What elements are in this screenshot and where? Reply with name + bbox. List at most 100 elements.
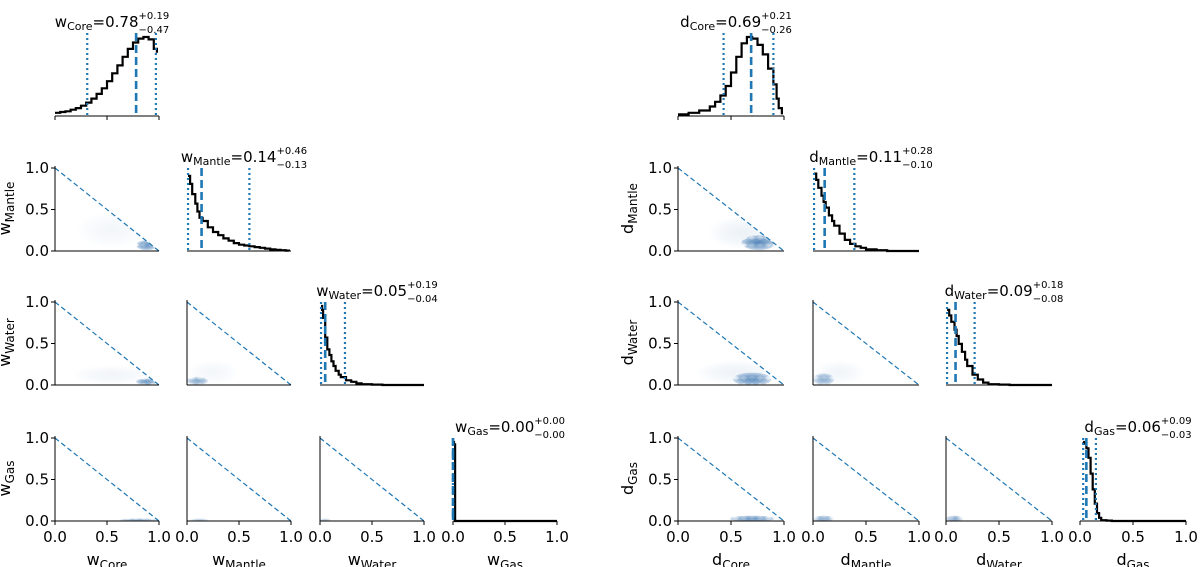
density-group <box>70 365 157 385</box>
title-symbol: w <box>316 282 328 300</box>
x-label-subscript: Mantle <box>851 558 892 567</box>
y-axis-label-w-Gas: wGas <box>0 461 17 497</box>
title-minus: −0.00 <box>534 430 565 441</box>
y-tick-label: 1.0 <box>648 429 672 447</box>
x-tick-label: 1.0 <box>147 528 171 546</box>
cell-w-2-2: wWater=0.05+0.19−0.04 <box>316 280 438 387</box>
title-symbol: d <box>680 13 690 31</box>
title-symbol: d <box>1084 418 1094 436</box>
density-group <box>119 518 157 521</box>
x-axis-label-w-Core: wCore <box>87 550 128 567</box>
y-label-subscript: Water <box>3 318 17 354</box>
y-tick-label: 0.5 <box>25 471 49 489</box>
x-tick-label: 1.0 <box>1174 528 1198 546</box>
hist-title-text: wGas=0.00+0.00 <box>455 416 565 438</box>
x-label-subscript: Water <box>361 558 397 567</box>
density-blob <box>189 518 210 521</box>
y-axis-label-d-Gas: dGas <box>618 462 640 495</box>
y-label-symbol: w <box>0 483 14 496</box>
x-tick-label: 0.5 <box>227 528 251 546</box>
simplex-boundary-line <box>54 437 160 522</box>
title-symbol: w <box>55 13 67 31</box>
y-tick-label: 1.0 <box>25 429 49 447</box>
title-subscript: Mantle <box>819 155 857 168</box>
title-symbol: d <box>809 148 819 166</box>
y-label-symbol: d <box>618 224 637 234</box>
density-hex-overlay <box>946 515 963 521</box>
hist-title-w-Core: wCore=0.78+0.19−0.47 <box>55 11 169 36</box>
title-median: 0.00 <box>501 418 534 436</box>
simplex-boundary-line <box>677 167 785 252</box>
x-tick-label: 0.0 <box>801 528 825 546</box>
x-label-symbol: w <box>87 550 100 567</box>
title-plus: +0.09 <box>1161 416 1192 427</box>
x-label-subscript: Gas <box>500 558 523 567</box>
y-label-subscript: Mantle <box>3 182 17 223</box>
x-tick-label: 1.0 <box>1040 528 1064 546</box>
hist-line-d-Gas <box>1082 440 1186 523</box>
x-axis-label-w-Gas: wGas <box>487 550 523 567</box>
title-median: 0.11 <box>869 148 902 166</box>
y-label-symbol: w <box>0 354 14 367</box>
hist-title-d-Core: dCore=0.69+0.21−0.26 <box>680 11 792 36</box>
x-label-symbol: d <box>712 550 722 567</box>
x-label-symbol: d <box>1116 550 1126 567</box>
title-equals: = <box>93 13 106 31</box>
hist-title-w-Gas: wGas=0.00+0.00−0.00 <box>455 416 565 441</box>
density-hex-overlay <box>728 515 776 521</box>
x-tick-label: 0.0 <box>175 528 199 546</box>
simplex-boundary-line <box>812 301 920 386</box>
title-plus: +0.21 <box>761 11 792 22</box>
x-label-subscript: Mantle <box>225 558 266 567</box>
title-median: 0.14 <box>243 148 276 166</box>
title-plus: +0.19 <box>139 11 170 22</box>
title-minus: −0.03 <box>1161 430 1192 441</box>
hist-title-d-Gas: dGas=0.06+0.09−0.03 <box>1084 416 1191 441</box>
x-tick-label: 0.0 <box>1068 528 1092 546</box>
y-axis-label-d-Mantle: dMantle <box>618 183 640 234</box>
cell-d-1-1: dMantle=0.11+0.28−0.10 <box>809 146 933 253</box>
density-blob <box>813 360 866 385</box>
simplex-boundary-line <box>677 437 785 522</box>
title-subscript: Mantle <box>193 155 231 168</box>
density-group <box>946 515 963 521</box>
y-tick-label: 1.0 <box>25 293 49 311</box>
hist-title-w-Mantle: wMantle=0.14+0.46−0.13 <box>181 146 307 171</box>
title-equals: = <box>1115 418 1128 436</box>
corner-panel-w: wCore=0.78+0.19−0.470.00.51.0wMantlewMan… <box>0 11 569 567</box>
hist-line-w-Water <box>321 304 424 387</box>
y-label-symbol: d <box>618 355 637 365</box>
title-median: 0.06 <box>1128 418 1161 436</box>
hist-title-text: wMantle=0.14+0.46 <box>181 146 307 168</box>
simplex-boundary-line <box>186 301 292 386</box>
x-tick-label: 0.5 <box>95 528 119 546</box>
title-subscript: Gas <box>467 425 488 438</box>
y-axis-label-d-Water: dWater <box>618 320 640 366</box>
x-label-subscript: Core <box>722 558 750 567</box>
x-tick-label: 0.0 <box>666 528 690 546</box>
title-median: 0.78 <box>105 13 138 31</box>
title-equals: = <box>987 282 1000 300</box>
cell-d-3-2: 0.0 0.5 1.0 dWater <box>934 436 1064 567</box>
title-symbol: d <box>945 282 955 300</box>
cell-d-2-1 <box>812 300 920 386</box>
hist-title-w-Water: wWater=0.05+0.19−0.04 <box>316 280 437 305</box>
density-group <box>707 216 776 251</box>
simplex-boundary-line <box>677 301 785 386</box>
title-plus: +0.18 <box>1033 280 1064 291</box>
hist-title-text: dGas=0.06+0.09 <box>1084 416 1191 438</box>
y-tick-label: 0.0 <box>25 242 49 260</box>
title-plus: +0.00 <box>534 416 565 427</box>
x-axis-label-d-Gas: dGas <box>1116 550 1149 567</box>
y-tick-label: 0.5 <box>25 201 49 219</box>
simplex-boundary-line <box>945 437 1053 522</box>
cell-w-0-0: wCore=0.78+0.19−0.47 <box>54 11 169 120</box>
density-blob <box>187 360 239 385</box>
y-label-subscript: Water <box>626 320 640 356</box>
y-tick-label: 0.5 <box>648 335 672 353</box>
hist-line-d-Core <box>678 35 783 116</box>
x-tick-label: 0.5 <box>719 528 743 546</box>
title-subscript: Water <box>329 289 362 302</box>
y-tick-label: 0.0 <box>648 376 672 394</box>
